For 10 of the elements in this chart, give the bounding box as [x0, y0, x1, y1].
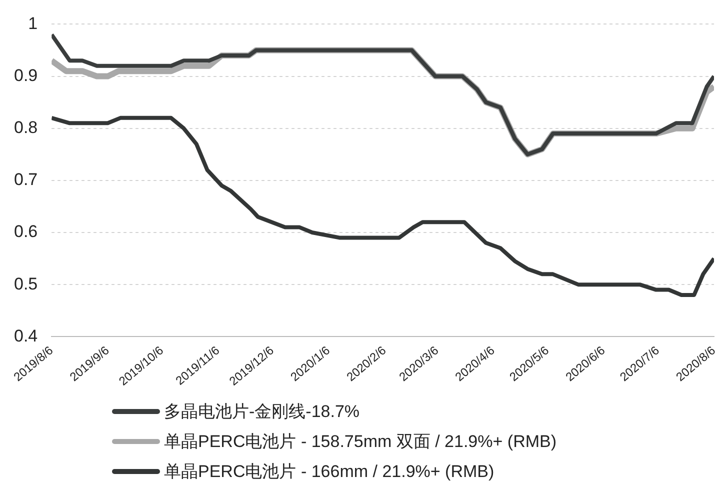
y-tick-label: 0.7 — [14, 170, 38, 190]
y-tick-label: 0.4 — [14, 326, 38, 346]
legend-label: 单晶PERC电池片 - 158.75mm 双面 / 21.9%+ (RMB) — [164, 430, 557, 452]
legend-label: 多晶电池片-金刚线-18.7% — [164, 400, 360, 422]
y-tick-label: 0.6 — [14, 222, 38, 242]
y-tick-label: 0.5 — [14, 274, 38, 294]
legend-label: 单晶PERC电池片 - 166mm / 21.9%+ (RMB) — [164, 460, 494, 482]
y-tick-label: 1 — [28, 14, 38, 33]
y-tick-label: 0.9 — [14, 66, 38, 85]
y-tick-label: 0.8 — [14, 118, 38, 138]
